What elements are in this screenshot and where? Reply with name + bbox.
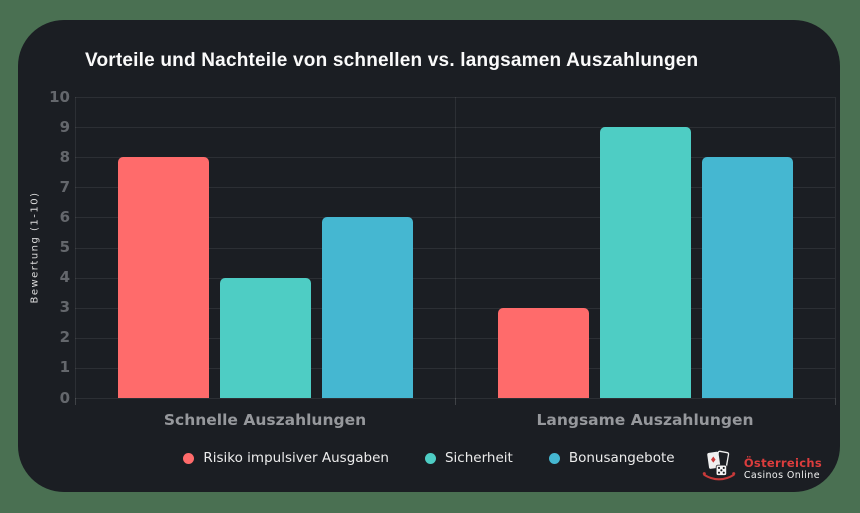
x-axis-label: Schnelle Auszahlungen (163, 411, 367, 429)
x-axis-tick-mark (75, 398, 76, 405)
casino-cards-dice-icon (700, 448, 738, 490)
gridline-horizontal (75, 337, 835, 339)
y-tick-label: 2 (59, 328, 70, 347)
y-tick-label: 8 (59, 147, 70, 166)
bar-0-group-0[interactable] (117, 157, 209, 398)
legend-label: Risiko impulsiver Ausgaben (203, 450, 389, 466)
chart-panel: Vorteile und Nachteile von schnellen vs.… (18, 20, 840, 492)
gridline-horizontal (75, 97, 835, 98)
bar-2-group-0[interactable] (321, 217, 413, 398)
gridline-horizontal (75, 127, 835, 129)
legend-dot-icon (183, 452, 195, 464)
brand-logo[interactable]: Österreichs Casinos Online (700, 448, 822, 490)
y-tick-label: 6 (59, 207, 70, 226)
gridline-horizontal (75, 367, 835, 369)
bar-2-group-1[interactable] (701, 157, 793, 398)
x-axis-tick-mark (455, 398, 456, 405)
gridline-vertical (835, 97, 836, 398)
logo-text: Österreichs Casinos Online (744, 456, 822, 482)
y-tick-label: 4 (59, 268, 70, 287)
gridline-vertical (455, 97, 456, 398)
legend-item[interactable]: Risiko impulsiver Ausgaben (183, 450, 389, 466)
gridline-horizontal (75, 398, 835, 399)
y-tick-label: 3 (59, 298, 70, 317)
logo-title: Österreichs (743, 455, 822, 470)
bar-0-group-1[interactable] (497, 307, 589, 398)
legend-item[interactable]: Sicherheit (424, 450, 513, 466)
legend-dot-icon (424, 452, 436, 464)
x-axis-label: Langsame Auszahlungen (536, 411, 754, 429)
plot-area (75, 97, 836, 405)
y-tick-label: 0 (59, 388, 70, 407)
gridline-horizontal (75, 157, 835, 159)
legend-dot-icon (548, 452, 560, 464)
gridline-horizontal (75, 277, 835, 279)
x-axis-tick-mark (835, 398, 836, 405)
legend-label: Bonusangebote (568, 450, 675, 466)
y-tick-label: 10 (49, 87, 70, 106)
chart-title: Vorteile und Nachteile von schnellen vs.… (85, 50, 699, 71)
y-tick-label: 7 (59, 177, 70, 196)
chart-legend: Risiko impulsiver Ausgaben Sicherheit Bonu… (18, 450, 840, 466)
y-tick-label: 9 (59, 117, 70, 136)
legend-label: Sicherheit (444, 450, 513, 466)
gridline-horizontal (75, 307, 835, 309)
y-tick-label: 5 (59, 238, 70, 256)
y-tick-label: 1 (59, 358, 70, 377)
bar-1-group-1[interactable] (599, 127, 691, 398)
logo-subtitle: Casinos Online (743, 470, 820, 482)
gridline-horizontal (75, 217, 835, 219)
legend-item[interactable]: Bonusangebote (548, 450, 675, 466)
y-axis-line (75, 97, 76, 398)
gridline-horizontal (75, 187, 835, 189)
bar-1-group-0[interactable] (219, 277, 311, 398)
gridline-horizontal (75, 247, 835, 249)
